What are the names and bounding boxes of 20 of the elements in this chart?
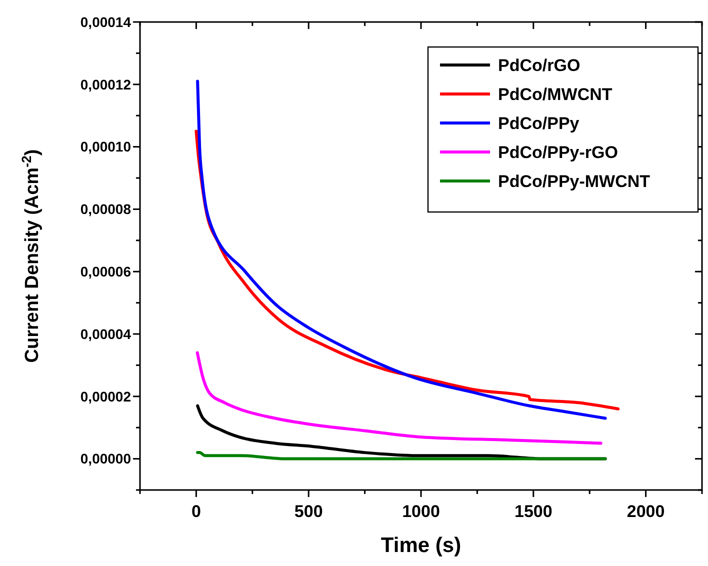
x-tick-label: 0: [191, 502, 201, 521]
y-tick-label: 0,00006: [80, 264, 132, 280]
legend-label: PdCo/PPy: [498, 114, 580, 134]
y-tick-label: 0,00002: [80, 388, 132, 404]
y-tick-label: 0,00014: [80, 14, 132, 30]
y-tick-label: 0,00012: [80, 76, 132, 92]
x-tick-label: 2000: [626, 502, 665, 521]
line-series: [196, 351, 602, 445]
legend-label: PdCo/rGO: [498, 56, 580, 76]
y-tick-label: 0,00000: [80, 450, 132, 467]
legend-label: PdCo/PPy-rGO: [498, 143, 618, 162]
x-axis-title: Time (s): [380, 534, 462, 557]
y-tick-label: 0,00010: [80, 138, 132, 155]
legend-label: PdCo/PPy-MWCNT: [498, 172, 651, 192]
x-tick-label: 1500: [514, 502, 552, 521]
legend-label: PdCo/MWCNT: [498, 85, 613, 104]
y-tick-label: 0,00008: [80, 201, 132, 218]
x-tick-label: 1000: [402, 502, 440, 521]
y-tick-label: 0,00004: [80, 326, 132, 342]
x-tick-label: 500: [294, 502, 323, 521]
